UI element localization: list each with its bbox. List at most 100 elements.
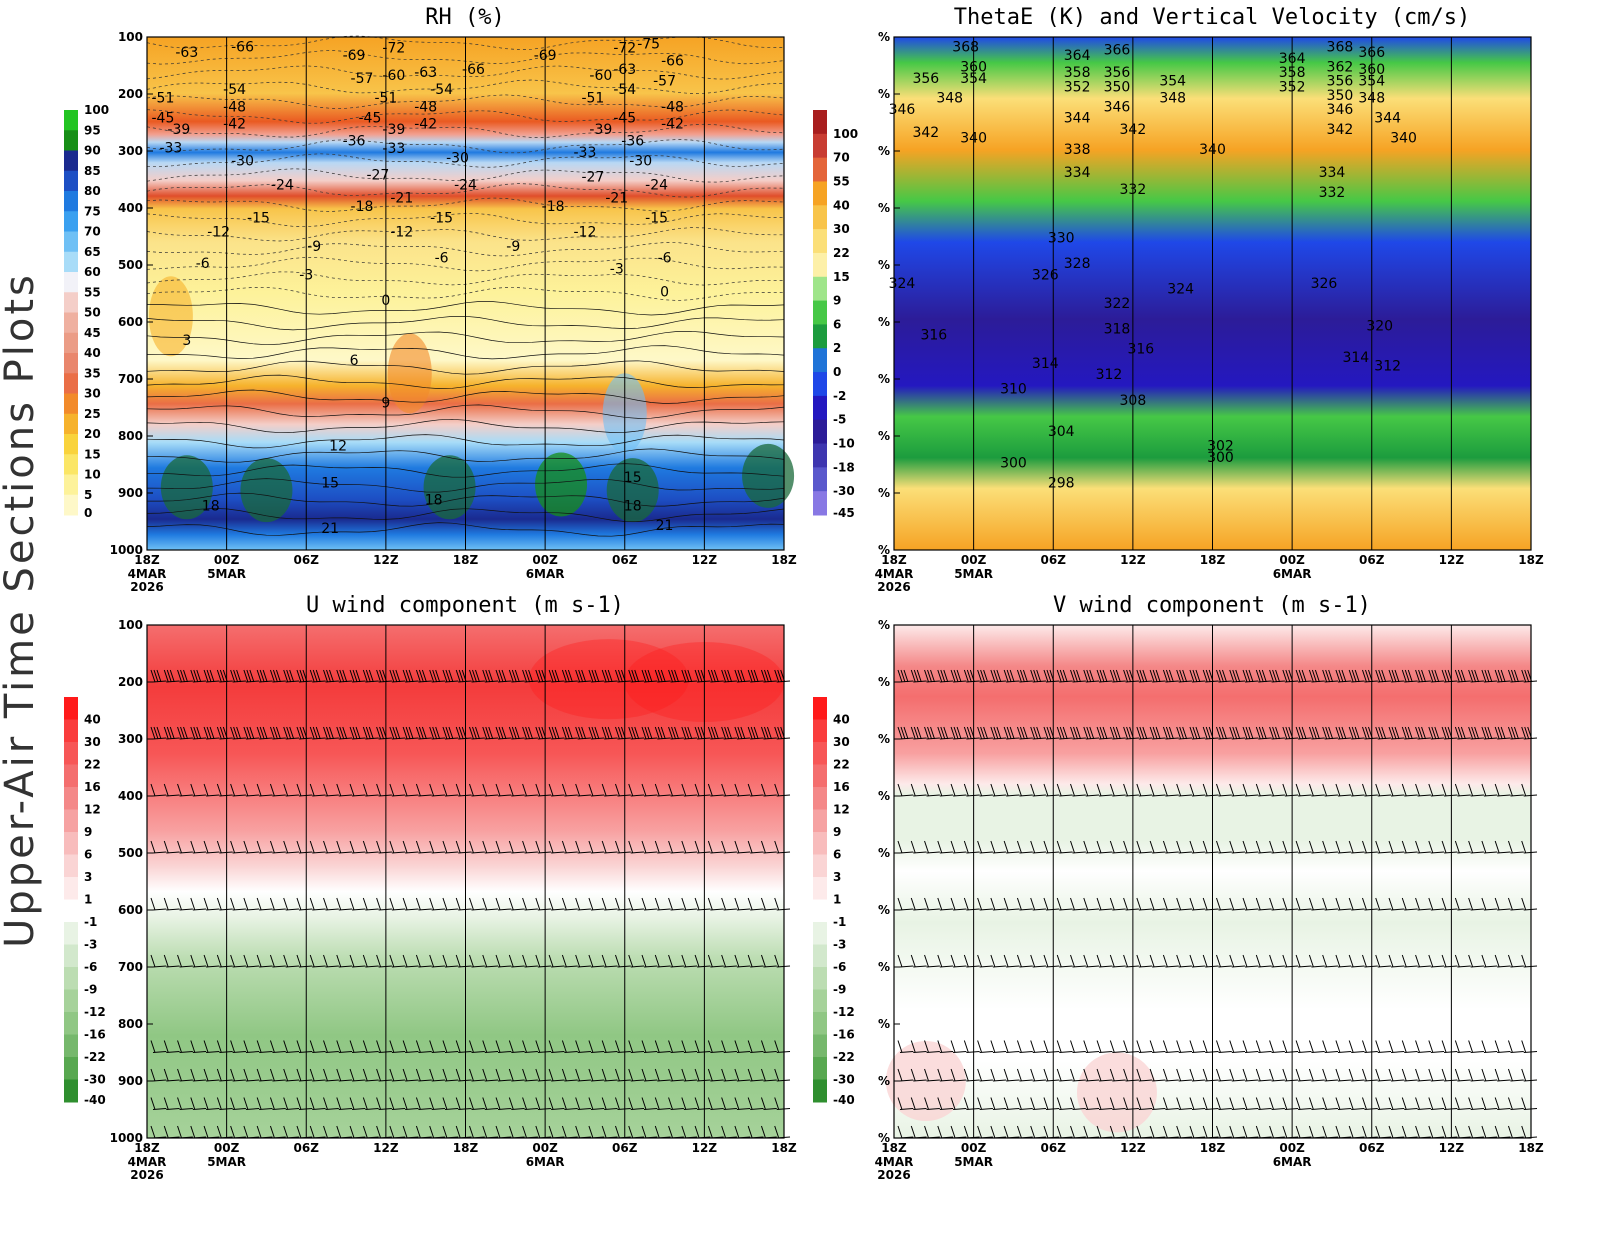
v-colorbar-label: 30 [833,735,850,749]
wind-barb [774,726,791,740]
wind-barb [1428,840,1445,854]
wind-barb [575,954,591,968]
thetae-contour-label: 340 [960,131,987,147]
wind-barb [588,726,605,740]
wind-barb [1070,840,1086,854]
wind-barb [561,783,578,797]
wind-barb [1030,726,1047,740]
wind-barb [203,897,220,911]
thetae-pressure-tick: % [878,201,890,215]
rh-time-tick: 18Z [771,553,797,567]
wind-barb [654,669,671,683]
wind-barb [1229,1097,1246,1110]
wind-barb [323,1040,339,1053]
wind-barb [1149,1040,1166,1053]
wind-barb [190,1097,207,1110]
wind-barb [376,1040,392,1053]
wind-barb [1468,897,1484,911]
wind-barb [415,726,432,740]
wind-barb [522,840,538,854]
wind-barb [1149,783,1166,797]
thetae-colorbar-label: 30 [833,222,850,236]
wind-barb [309,954,326,968]
rh-colorbar-label: 30 [84,387,101,401]
wind-barb [1521,783,1538,797]
thetae-contour-label: 354 [1358,74,1385,90]
rh-contour-label: -15 [645,210,668,226]
wind-barb [1494,669,1511,683]
wind-barb [1494,1040,1511,1053]
wind-barb [415,669,432,683]
thetae-contour-label: 352 [1064,79,1091,95]
thetae-colorbar-swatch [813,276,827,302]
wind-barb [389,1068,406,1082]
wind-barb [495,1068,512,1082]
v-colorbar-label: 6 [833,848,841,862]
wind-barb [1216,840,1232,854]
u-pressure-tick: 800 [118,1017,143,1031]
wind-barb [1136,840,1153,854]
wind-barb [601,897,618,911]
wind-barb [1521,897,1538,911]
wind-barb [681,954,698,968]
thetae-contour-label: 358 [1279,65,1306,81]
wind-barb [177,897,193,911]
wind-barb [1229,669,1246,683]
rh-colorbar-swatch [64,191,78,212]
wind-barb [1375,669,1392,683]
wind-barb [1468,954,1484,968]
wind-barb [1176,783,1192,797]
wind-barb [1468,669,1484,683]
wind-barb [190,840,207,854]
wind-barb [734,669,751,683]
wind-barb [707,1040,724,1053]
thetae-contour-label: 328 [1064,256,1091,272]
rh-contour-label: -18 [351,199,374,215]
wind-barb [442,669,459,683]
wind-barb [721,1068,737,1082]
wind-barb [1109,840,1126,854]
u-pressure-tick: 1000 [110,1131,143,1145]
thetae-contour-label: 316 [920,327,947,343]
wind-barb [362,783,379,797]
thetae-contour-label: 350 [1327,88,1354,104]
wind-barb [1216,897,1232,911]
rh-contour-label: -21 [605,190,628,206]
wind-barb [668,1040,684,1053]
wind-barb [734,1040,751,1053]
wind-barb [402,783,419,797]
thetae-colorbar-swatch [813,348,827,373]
wind-barb [924,1068,940,1082]
thetae-contour-label: 322 [1104,296,1131,312]
v-pressure-tick: % [878,903,890,917]
wind-barb [362,1097,379,1110]
rh-pressure-tick: 600 [118,315,143,329]
wind-barb [429,726,445,740]
wind-barb [760,897,777,911]
wind-barb [588,897,605,911]
wind-barb [1242,1040,1259,1053]
wind-barb [522,1040,538,1053]
rh-pressure-tick: 300 [118,144,143,158]
wind-barb [455,1040,472,1053]
wind-barb [1468,726,1484,740]
wind-barb [668,1068,684,1082]
wind-barb [747,726,764,740]
wind-barb [1030,783,1047,797]
wind-barb [654,954,671,968]
rh-contour-label: -51 [581,91,604,107]
wind-barb [1229,783,1246,797]
rh-contour-label: -54 [430,82,453,98]
wind-barb [937,1040,954,1053]
wind-barb [269,1040,286,1053]
rh-colorbar-label: 35 [84,366,101,380]
wind-barb [937,840,954,854]
wind-barb [694,954,711,968]
wind-barb [561,1040,578,1053]
wind-barb [601,1068,618,1082]
wind-barb [601,726,618,740]
v-colorbar-swatch [813,922,827,945]
wind-barb [415,1068,432,1082]
u-time-tick: 06Z [294,1141,320,1155]
rh-contour-label: 15 [321,475,339,491]
